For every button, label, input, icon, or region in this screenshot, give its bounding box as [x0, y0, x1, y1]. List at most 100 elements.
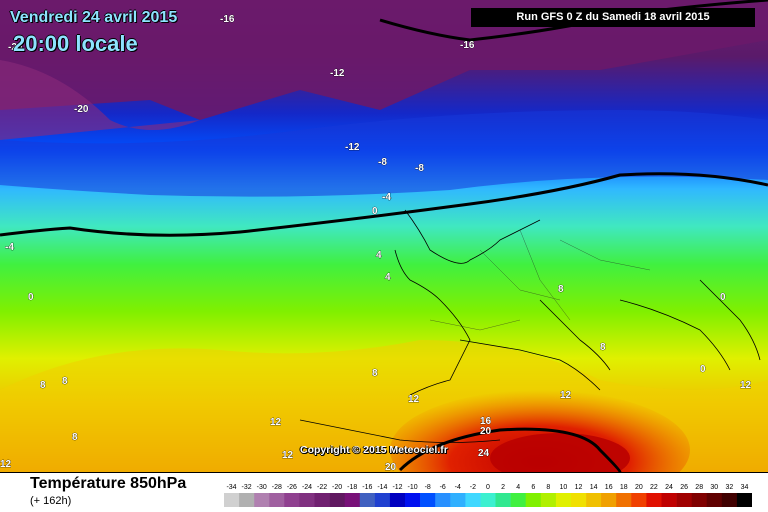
label-1: -16: [220, 14, 235, 25]
scale-swatch: [299, 493, 315, 507]
label-25: 16: [480, 416, 492, 427]
scale-tick: -18: [347, 484, 357, 491]
polar-core: [0, 60, 200, 140]
scale-swatch: [269, 493, 285, 507]
label-31: 12: [282, 450, 294, 461]
isotherm-zero: [0, 172, 768, 237]
scale-tick: -28: [272, 484, 282, 491]
scale-swatch: [465, 493, 481, 507]
label-30: 20: [385, 462, 397, 472]
label-20: 8: [62, 376, 68, 387]
scale-swatch: [691, 493, 708, 507]
scale-tick: 14: [590, 484, 598, 491]
scale-swatch: [601, 493, 617, 507]
label-28: 12: [560, 390, 572, 401]
hot-center: [490, 433, 630, 472]
scale-swatch: [329, 493, 345, 507]
forecast-offset: (+ 162h): [30, 495, 72, 507]
label-26: 20: [480, 426, 492, 437]
scale-swatch: [284, 493, 300, 507]
scale-swatch: [374, 493, 391, 507]
label-21: 8: [372, 368, 378, 379]
scale-tick: 8: [546, 484, 550, 491]
scale-tick: 2: [501, 484, 505, 491]
scale-tick: -10: [408, 484, 418, 491]
scale-swatch: [586, 493, 602, 507]
scale-tick: -20: [332, 484, 342, 491]
label-24: 12: [408, 394, 420, 405]
scale-tick: 34: [741, 484, 749, 491]
label-5: -20: [74, 104, 89, 115]
label-13: 4: [376, 250, 382, 261]
scale-tick: -14: [377, 484, 387, 491]
scale-tick: 20: [635, 484, 643, 491]
run-info: Run GFS 0 Z du Samedi 18 avril 2015: [471, 8, 755, 27]
scale-tick: 28: [695, 484, 703, 491]
scale-swatch: [555, 493, 572, 507]
scale-swatch: [721, 493, 738, 507]
label-17: 0: [720, 292, 726, 303]
scale-swatch: [239, 493, 255, 507]
label-7: -8: [378, 157, 387, 168]
scale-tick: 24: [665, 484, 673, 491]
scale-tick: -2: [470, 484, 476, 491]
scale-swatch: [661, 493, 677, 507]
scale-tick: 26: [680, 484, 688, 491]
scale-tick: 0: [486, 484, 490, 491]
scale-tick: -30: [257, 484, 267, 491]
label-2: -20: [8, 42, 23, 53]
scale-tick: -32: [242, 484, 252, 491]
scale-swatch: [676, 493, 692, 507]
scale-tick: -26: [287, 484, 297, 491]
label-27: 24: [478, 448, 490, 459]
scale-tick: 4: [516, 484, 520, 491]
scale-tick: -24: [302, 484, 312, 491]
contour-labels: -16 -20 -16 -12 -20 -12 -8 -8 -4 0 -4 0 …: [0, 14, 752, 472]
temperature-map: -16 -20 -16 -12 -20 -12 -8 -8 -4 0 -4 0 …: [0, 0, 768, 472]
scale-swatch: [525, 493, 542, 507]
scale-swatch: [389, 493, 406, 507]
label-12: 0: [28, 292, 34, 303]
scale-swatch: [480, 493, 496, 507]
chart-title: Température 850hPa: [30, 475, 187, 492]
label-32: 12: [0, 459, 12, 470]
label-4: -12: [330, 68, 345, 79]
label-23: 8: [72, 432, 78, 443]
scale-swatch: [616, 493, 632, 507]
label-11: -4: [5, 242, 14, 253]
scale-tick: 12: [575, 484, 583, 491]
label-29: 12: [270, 417, 282, 428]
label-22: 12: [740, 380, 752, 391]
scale-tick: 30: [710, 484, 718, 491]
scale-tick: -22: [317, 484, 327, 491]
scale-tick: 6: [531, 484, 535, 491]
isotherm-24: [398, 427, 622, 472]
cold-region: [0, 0, 768, 120]
forecast-date: Vendredi 24 avril 2015: [10, 9, 178, 26]
scale-swatch: [344, 493, 361, 507]
scale-tick: -16: [362, 484, 372, 491]
scale-tick: 32: [726, 484, 734, 491]
scale-swatch: [540, 493, 557, 507]
scale-tick: -6: [440, 484, 446, 491]
label-3: -16: [460, 40, 475, 51]
scale-swatch: [359, 493, 376, 507]
label-19: 8: [40, 380, 46, 391]
forecast-time: 20:00 locale: [13, 31, 138, 56]
scale-swatch: [450, 493, 466, 507]
color-scale: -34 -32 -30 -28 -26 -24 -22 -20 -18 -16 -14 -12 -10-…: [224, 484, 752, 507]
scale-swatch: [420, 493, 436, 507]
country-borders: [429, 229, 651, 331]
scale-swatch: [224, 493, 240, 507]
scale-swatch: [510, 493, 526, 507]
label-9: -4: [382, 192, 391, 203]
copyright: Copyright © 2015 Meteociel.fr: [300, 444, 448, 456]
scale-tick: -34: [226, 484, 236, 491]
scale-tick: 22: [650, 484, 658, 491]
scale-tick: 16: [605, 484, 613, 491]
scale-swatch: [314, 493, 330, 507]
blue-band: [0, 110, 768, 197]
label-8: -8: [415, 163, 424, 174]
scale-tick: -8: [425, 484, 431, 491]
